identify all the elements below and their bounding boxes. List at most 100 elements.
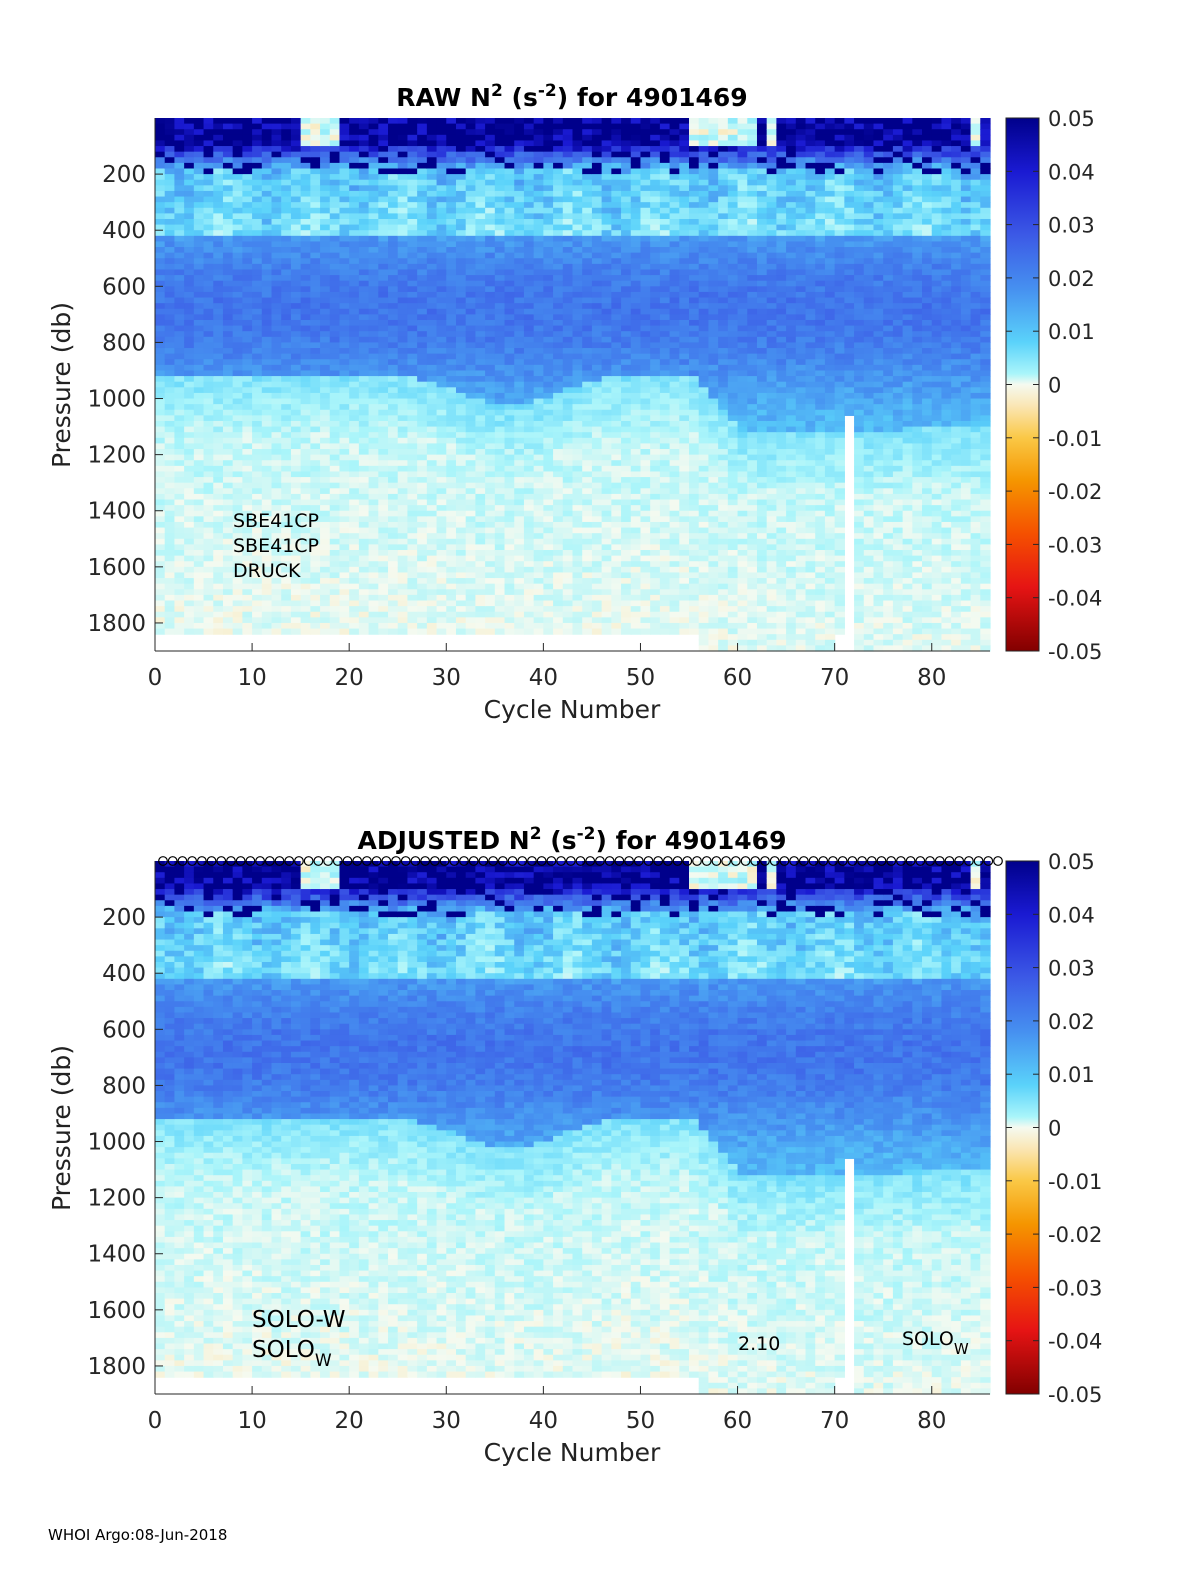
heat-cell (261, 348, 273, 355)
heat-cell (465, 230, 477, 237)
heat-cell (514, 589, 525, 596)
heat-cell (193, 420, 205, 428)
heat-cell (300, 319, 311, 327)
heat-cell (388, 488, 399, 495)
heat-cell (582, 572, 593, 579)
heat-cell (261, 387, 273, 394)
heat-cell (329, 578, 341, 585)
heat-cell (504, 555, 515, 562)
heat-cell (417, 555, 428, 562)
heat-cell (591, 471, 603, 478)
heat-cell (174, 129, 185, 136)
heat-cell (174, 364, 185, 372)
heat-cell (252, 527, 263, 534)
heat-cell (446, 370, 457, 377)
heat-cell (378, 482, 389, 489)
heat-cell (329, 118, 341, 125)
heat-cell (222, 269, 234, 276)
heat-cell (601, 252, 612, 259)
heat-cell (494, 336, 506, 344)
heat-cell (504, 134, 515, 142)
heat-cell (572, 583, 583, 590)
heat-cell (252, 230, 263, 237)
heat-cell (271, 566, 282, 574)
heat-cell (368, 589, 379, 596)
heat-cell (659, 611, 671, 618)
heat-cell (349, 230, 360, 237)
heat-cell (193, 471, 205, 478)
heat-cell (232, 123, 243, 130)
heat-cell (455, 566, 467, 574)
heat-cell (455, 134, 467, 142)
heat-cell (533, 258, 544, 265)
heat-cell (232, 348, 243, 355)
heat-cell (436, 359, 447, 366)
heat-cell (290, 213, 302, 220)
heat-cell (659, 527, 671, 534)
heat-cell (320, 420, 331, 428)
heat-cell (339, 364, 350, 372)
heat-cell (562, 449, 574, 456)
heat-cell (222, 168, 234, 175)
heat-cell (630, 286, 642, 293)
heat-cell (446, 258, 457, 265)
heat-cell (271, 538, 282, 545)
heat-cell (310, 471, 321, 478)
heat-cell (281, 538, 292, 545)
heat-cell (339, 432, 350, 439)
heat-cell (261, 499, 273, 506)
heat-cell (572, 409, 583, 416)
heat-cell (543, 566, 554, 574)
heat-cell (611, 162, 622, 170)
heat-cell (310, 359, 321, 366)
heat-cell (203, 420, 214, 428)
heat-cell (485, 314, 496, 321)
heat-cell (640, 617, 651, 624)
heat-cell (504, 213, 515, 220)
heat-cell (174, 477, 185, 484)
heat-cell (543, 398, 554, 405)
heat-cell (523, 353, 535, 360)
heat-cell (281, 123, 292, 130)
heat-cell (174, 207, 185, 214)
heat-cell (281, 258, 292, 265)
heat-cell (320, 493, 331, 501)
heat-cell (514, 443, 525, 450)
heat-cell (310, 538, 321, 545)
heat-cell (475, 510, 486, 517)
heat-cell (252, 348, 263, 355)
heat-cell (533, 471, 544, 478)
heat-cell (426, 235, 438, 243)
heat-cell (155, 146, 166, 153)
heat-cell (436, 370, 447, 377)
heat-cell (572, 488, 583, 495)
heat-cell (553, 269, 564, 276)
heat-cell (426, 353, 438, 360)
heat-cell (543, 454, 554, 461)
heat-cell (388, 146, 399, 153)
heat-cell (455, 572, 467, 579)
heat-cell (203, 544, 214, 551)
heat-cell (164, 241, 176, 248)
heat-cell (300, 185, 311, 192)
heat-cell (329, 151, 341, 158)
heat-cell (630, 308, 642, 315)
heat-cell (349, 297, 360, 304)
heat-cell (261, 129, 273, 136)
heat-cell (611, 460, 622, 467)
heat-cell (611, 224, 622, 231)
heat-cell (203, 628, 214, 635)
heat-cell (310, 179, 321, 186)
heat-cell (572, 544, 583, 551)
heat-cell (650, 308, 661, 315)
heat-cell (339, 544, 350, 551)
heat-cell (203, 336, 214, 344)
heat-cell (591, 303, 603, 310)
heat-cell (310, 409, 321, 416)
heat-cell (630, 583, 642, 590)
heat-cell (543, 280, 554, 287)
heat-cell (446, 527, 457, 534)
heat-cell (339, 218, 350, 226)
heat-cell (232, 521, 243, 529)
heat-cell (659, 263, 671, 271)
